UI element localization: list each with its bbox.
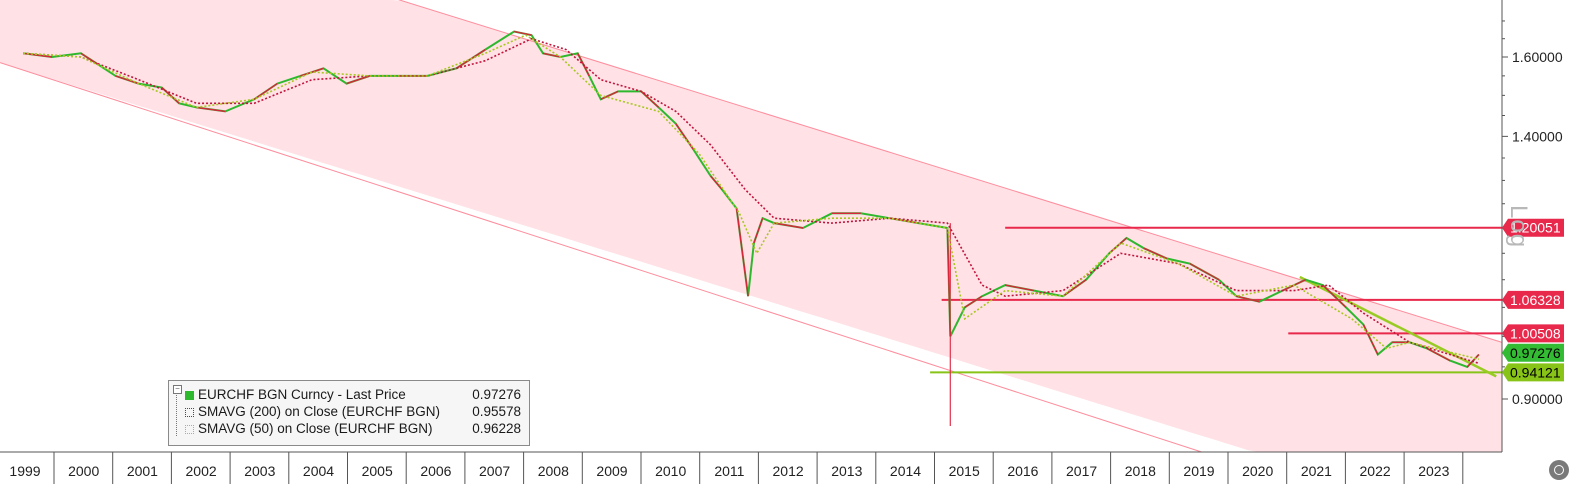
legend-row-sma200[interactable]: SMAVG (200) on Close (EURCHF BGN) 0.9557… <box>169 404 529 421</box>
x-tick-label: 2013 <box>831 463 862 479</box>
legend-row-last-price[interactable]: EURCHF BGN Curncy - Last Price 0.97276 <box>169 387 529 404</box>
level-tag: 0.97276 <box>1502 343 1564 362</box>
level-tag-label: 1.20051 <box>1510 220 1561 236</box>
scale-label: Log <box>1505 205 1532 249</box>
legend-row-sma50[interactable]: SMAVG (50) on Close (EURCHF BGN) 0.96228 <box>169 421 529 438</box>
x-tick-label: 2011 <box>714 463 744 479</box>
level-tag-label: 0.94121 <box>1510 364 1561 380</box>
level-tag: 1.00508 <box>1502 324 1564 343</box>
x-tick-label: 2000 <box>68 463 99 479</box>
regression-channel-band <box>0 0 1502 452</box>
channel-lower-line <box>0 62 1202 453</box>
level-tag-label: 1.00508 <box>1510 325 1561 341</box>
x-tick-label: 2023 <box>1418 463 1449 479</box>
legend-series-name: SMAVG (50) on Close (EURCHF BGN) <box>198 421 433 436</box>
price-series-line <box>22 30 1480 369</box>
x-tick-label: 2020 <box>1242 463 1273 479</box>
legend-series-value: 0.95578 <box>472 404 521 419</box>
level-tag-label: 1.06328 <box>1510 292 1561 308</box>
x-tick-label: 2015 <box>949 463 980 479</box>
legend-tree-connector <box>176 388 181 436</box>
legend-series-name: SMAVG (200) on Close (EURCHF BGN) <box>198 404 441 419</box>
level-tag-box <box>1502 363 1564 382</box>
x-tick-label: 2014 <box>890 463 921 479</box>
y-tick-label: 1.60000 <box>1512 49 1563 65</box>
x-tick-label: 2022 <box>1360 463 1391 479</box>
legend-series-name: EURCHF BGN Curncy - Last Price <box>198 387 406 402</box>
level-tag-label: 0.97276 <box>1510 345 1561 361</box>
x-tick-label: 2007 <box>479 463 510 479</box>
level-tag: 1.06328 <box>1502 290 1564 309</box>
level-tag-box <box>1502 324 1564 343</box>
legend-swatch-sma200 <box>185 408 194 417</box>
x-tick-label: 2016 <box>1007 463 1038 479</box>
x-tick-label: 2004 <box>303 463 334 479</box>
settings-gear-icon[interactable] <box>1549 460 1569 480</box>
legend-swatch-last-price <box>185 391 194 400</box>
y-tick-label: 0.90000 <box>1512 391 1563 407</box>
level-tag-box <box>1502 218 1564 237</box>
legend-swatch-sma50 <box>185 425 194 434</box>
x-tick-label: 2021 <box>1301 463 1332 479</box>
x-tick-label: 2009 <box>596 463 627 479</box>
x-tick-label: 2019 <box>1183 463 1214 479</box>
x-tick-label: 2010 <box>655 463 686 479</box>
x-tick-label: 2001 <box>127 463 158 479</box>
legend-series-value: 0.96228 <box>472 421 521 436</box>
x-tick-label: 2012 <box>773 463 804 479</box>
x-tick-label: 2008 <box>538 463 569 479</box>
level-tag-box <box>1502 343 1564 362</box>
level-tag: 1.20051 <box>1502 218 1564 237</box>
legend-collapse-icon[interactable]: − <box>173 385 182 394</box>
x-tick-label: 1999 <box>9 463 40 479</box>
x-tick-label: 2003 <box>244 463 275 479</box>
x-tick-label: 2006 <box>420 463 451 479</box>
level-tag-box <box>1502 290 1564 309</box>
y-tick-label: 1.40000 <box>1512 128 1563 144</box>
x-tick-label: 2002 <box>186 463 217 479</box>
x-tick-label: 2017 <box>1066 463 1097 479</box>
level-tag: 0.94121 <box>1502 363 1564 382</box>
legend-series-value: 0.97276 <box>472 387 521 402</box>
x-tick-label: 2005 <box>362 463 393 479</box>
x-tick-label: 2018 <box>1125 463 1156 479</box>
chart-legend[interactable]: − EURCHF BGN Curncy - Last Price 0.97276… <box>168 380 530 446</box>
